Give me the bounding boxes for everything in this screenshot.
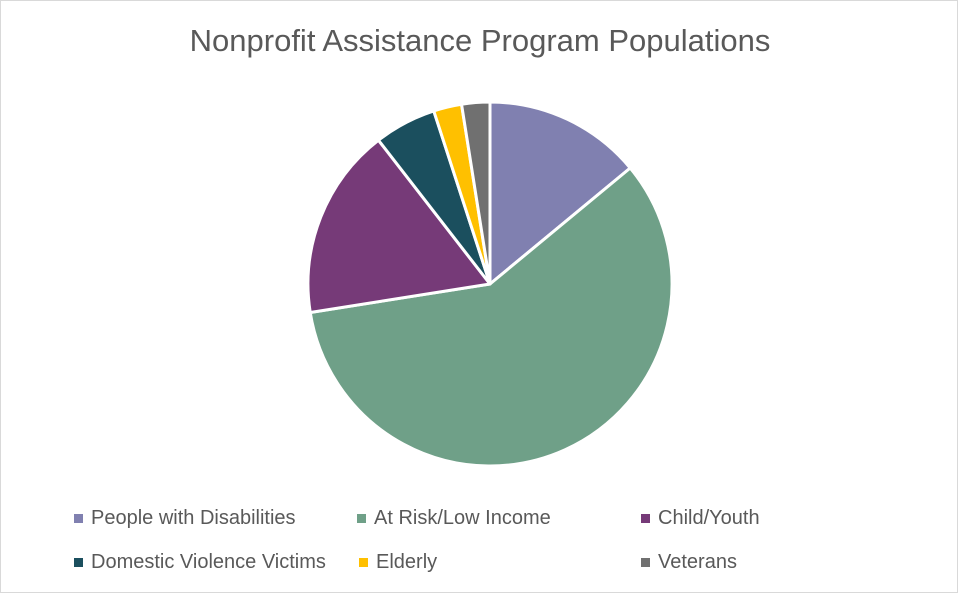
legend-label: Domestic Violence Victims	[91, 551, 326, 573]
legend-item-at-risk-low-income: At Risk/Low Income	[357, 507, 551, 530]
legend-item-elderly: Elderly	[359, 551, 437, 574]
legend-label: People with Disabilities	[91, 507, 296, 529]
legend-label: Veterans	[658, 551, 737, 573]
legend-item-people-with-disabilities: People with Disabilities	[74, 507, 296, 530]
pie-slice-child-youth	[306, 138, 492, 314]
legend-label: At Risk/Low Income	[374, 507, 551, 529]
legend-swatch	[74, 558, 83, 567]
legend-swatch	[74, 514, 83, 523]
legend-swatch	[357, 514, 366, 523]
legend-label: Elderly	[376, 551, 438, 573]
legend-item-domestic-violence-victims: Domestic Violence Victims	[74, 551, 326, 574]
legend-label: Child/Youth	[658, 507, 760, 529]
pie-slice-at-risk-low-income	[308, 166, 674, 468]
pie-slice-veterans	[460, 100, 492, 286]
chart-title: Nonprofit Assistance Program Populations	[189, 23, 771, 58]
legend-item-child-youth: Child/Youth	[641, 507, 760, 530]
legend-swatch	[641, 514, 650, 523]
legend-swatch	[359, 558, 368, 567]
pie-slice-people-with-disabilities	[488, 100, 632, 286]
legend-swatch	[641, 558, 650, 567]
legend-item-veterans: Veterans	[641, 551, 737, 574]
